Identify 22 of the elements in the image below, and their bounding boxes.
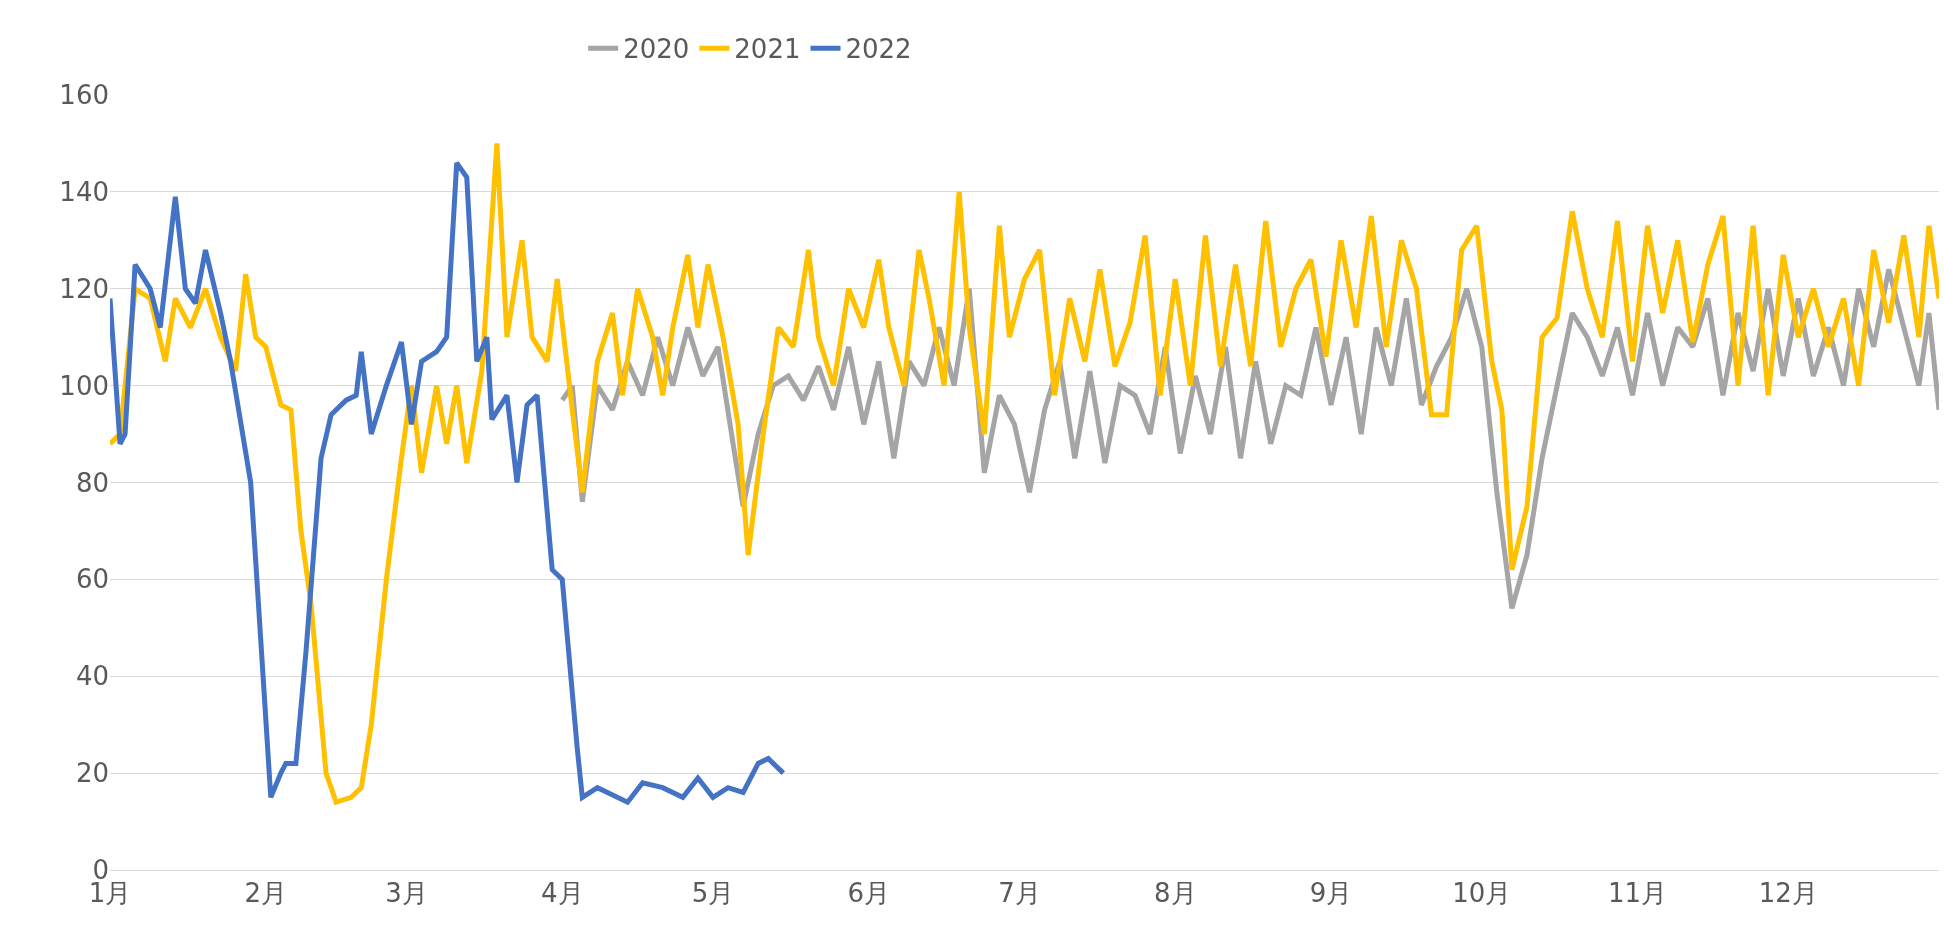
y-tick-label: 100	[59, 370, 109, 401]
x-tick-label: 4月	[540, 878, 584, 909]
y-tick-label: 60	[75, 564, 109, 595]
x-tick-label: 6月	[847, 878, 890, 909]
y-tick-label: 120	[59, 273, 109, 304]
x-tick-label: 8月	[1153, 878, 1197, 909]
y-tick-label: 140	[59, 176, 109, 207]
y-tick-label: 20	[75, 758, 109, 789]
y-tick-label: 80	[75, 467, 109, 498]
x-tick-label: 5月	[691, 878, 735, 909]
legend-label: 2022	[845, 34, 912, 65]
x-tick-label: 7月	[998, 878, 1041, 909]
x-tick-label: 3月	[385, 878, 428, 909]
legend-label: 2021	[734, 34, 801, 65]
y-tick-label: 160	[59, 80, 109, 111]
x-tick-label: 2月	[244, 878, 288, 909]
legend-label: 2020	[623, 34, 690, 65]
y-tick-label: 40	[75, 661, 109, 692]
x-tick-label: 11月	[1607, 878, 1668, 909]
x-tick-label: 10月	[1452, 878, 1512, 909]
x-tick-label: 12月	[1758, 878, 1818, 909]
x-tick-label: 9月	[1309, 878, 1353, 909]
